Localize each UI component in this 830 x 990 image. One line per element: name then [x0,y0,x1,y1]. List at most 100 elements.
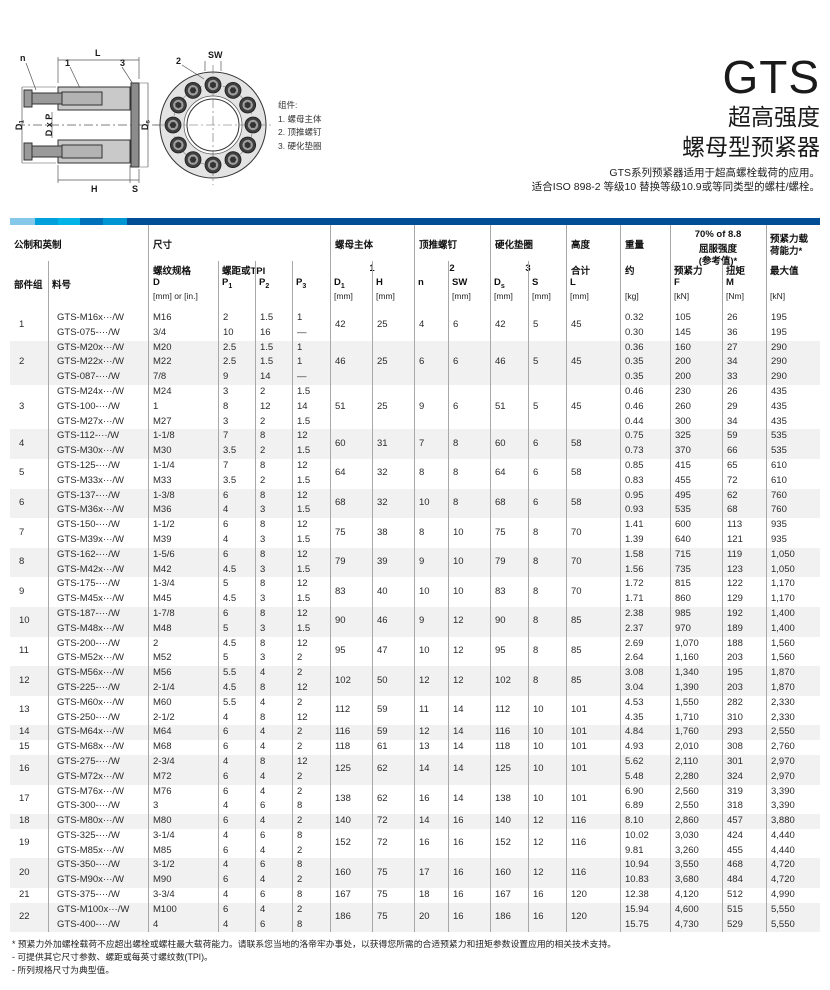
weight-cell: 0.30 [625,326,644,338]
pitch-p3-cell: 1 [297,341,303,353]
preload-cell: 1,160 [675,652,699,664]
thread-size-cell: M20 [153,341,172,353]
shared-dimension-cell: 102 [335,674,351,686]
thread-size-cell: M85 [153,844,172,856]
colgroup-yield-ref-line1: 70% of 8.8 [694,229,742,240]
col-unit-mm: [mm] [334,291,353,301]
pitch-p3-cell: 2 [297,903,303,915]
dim-label-D1: D1 [14,120,26,131]
part-number-cell: GTS-M48x···/W [57,622,125,634]
thread-size-cell: 7/8 [153,371,167,383]
part-group-number: 19 [19,837,30,849]
shared-dimension-cell: 120 [571,911,587,923]
shared-dimension-cell: 12 [419,726,430,738]
pitch-p2-cell: 8 [260,711,266,723]
part-number-cell: GTS-275-···/W [57,755,120,767]
pitch-p2-cell: 3 [260,652,266,664]
thread-size-cell: M60 [153,696,172,708]
shared-dimension-cell: 5 [533,400,539,412]
torque-cell: 424 [727,829,743,841]
thread-size-cell: M52 [153,652,172,664]
shared-dimension-cell: 72 [377,815,388,827]
shared-dimension-cell: 4 [419,319,425,331]
col-symbol-D: D [153,277,160,288]
legend-item: 1. 螺母主体 [278,113,322,124]
weight-cell: 2.37 [625,622,644,634]
thread-size-cell: 1 [153,400,159,412]
shared-dimension-cell: 16 [419,837,430,849]
shared-dimension-cell: 10 [533,741,544,753]
part-number-cell: GTS-175-···/W [57,578,120,590]
shared-dimension-cell: 9 [419,615,425,627]
shared-dimension-cell: 138 [495,792,511,804]
weight-cell: 0.32 [625,312,644,323]
preload-cell: 1,710 [675,711,699,723]
pitch-p2-cell: 3 [260,622,266,634]
pitch-p3-cell: 12 [297,607,308,619]
torque-cell: 515 [727,903,743,915]
body-divider [330,311,331,933]
shared-dimension-cell: 101 [571,792,587,804]
pitch-p3-cell: 12 [297,459,308,471]
header-divider [48,261,49,311]
body-divider [48,311,49,933]
col-unit-kN: [kN] [674,291,690,301]
shared-dimension-cell: 85 [571,615,582,627]
header-divider [255,261,256,311]
thread-size-cell: M36 [153,504,172,516]
part-number-cell: GTS-M39x···/W [57,533,125,545]
preload-cell: 160 [675,341,691,353]
preload-cell: 1,390 [675,681,699,693]
body-divider [766,311,767,933]
subcol-approx: 约 [625,266,635,277]
shared-dimension-cell: 12 [419,674,430,686]
shared-dimension-cell: 186 [335,911,351,923]
col-symbol-P3: P3 [296,277,307,290]
shared-dimension-cell: 152 [495,837,511,849]
part-group-number: 12 [19,674,30,686]
thread-size-cell: 1-3/8 [153,489,175,501]
max-capacity-cell: 290 [771,356,787,368]
weight-cell: 1.72 [625,578,644,590]
torque-cell: 26 [727,312,738,323]
product-subtitle-2: 螺母型预紧器 [682,134,820,160]
legend-item: 2. 顶推螺钉 [278,127,322,137]
col-symbol-P2: P2 [259,277,270,290]
col-unit-Nm: [Nm] [726,291,744,301]
part-number-cell: GTS-M36x···/W [57,504,125,516]
thread-size-cell: M80 [153,815,172,827]
pitch-p1-cell: 6 [223,548,229,560]
pitch-p1-cell: 6 [223,903,229,915]
pitch-p2-cell: 8 [260,548,266,560]
shared-dimension-cell: 9 [419,556,425,568]
pitch-p3-cell: 1.5 [297,445,311,457]
pitch-p3-cell: 1.5 [297,385,311,397]
header-divider [448,261,449,311]
pitch-p2-cell: 8 [260,681,266,693]
max-capacity-cell: 1,870 [771,667,795,679]
thread-size-cell: M100 [153,903,177,915]
col-symbol-SW: SW [452,277,468,288]
header-divider [722,261,723,311]
header-divider [372,261,373,311]
max-capacity-cell: 1,560 [771,652,795,664]
part-number-cell: GTS-137-···/W [57,489,120,501]
pitch-p3-cell: 14 [297,400,308,412]
max-capacity-cell: 2,330 [771,696,795,708]
colgroup-nut-body: 螺母主体 [335,240,374,251]
max-capacity-cell: 2,330 [771,711,795,723]
max-capacity-cell: 535 [771,430,787,442]
pitch-p2-cell: 8 [260,578,266,590]
shared-dimension-cell: 10 [419,644,430,656]
thread-size-cell: 4 [153,918,159,930]
pitch-p3-cell: 2 [297,696,303,708]
shared-dimension-cell: 10 [419,585,430,597]
thread-size-cell: 2-3/4 [153,755,175,767]
shared-dimension-cell: 8 [453,437,459,449]
pitch-p3-cell: 12 [297,430,308,442]
part-number-cell: GTS-M64x···/W [57,726,125,738]
torque-cell: 66 [727,445,738,457]
max-capacity-cell: 435 [771,385,787,397]
shared-dimension-cell: 138 [335,792,351,804]
preload-cell: 4,730 [675,918,699,930]
